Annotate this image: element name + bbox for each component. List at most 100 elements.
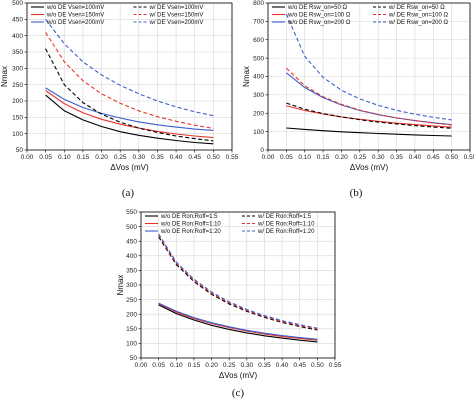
x-tick-label: 0.40 [276,362,289,369]
legend-entry: w/ DE Ron:Roff=1:20 [257,229,315,235]
x-tick-label: 0.45 [427,154,440,161]
series-line-3 [158,302,318,340]
chart-b: 0.00 0.05 0.10 0.15 0.20 0.25 0.30 0.35 0.40 0.45… [242,0,474,199]
x-tick-label: 0.40 [170,154,183,161]
legend-entry: w/o DE Ron:Roff=1:10 [160,222,221,228]
series-line-1 [158,304,318,343]
y-tick-label: 250 [12,82,23,89]
series-line-4 [286,102,452,129]
legend-entry: w/ DE Vsen=200mV [149,20,204,26]
y-tick-label: 300 [12,66,23,73]
legend-entry: w/o DE Rsw_on=200 Ω [287,20,351,26]
x-tick-label: 0.00 [135,362,148,369]
y-tick-label: 200 [253,110,264,117]
x-tick-label: 0.25 [223,362,236,369]
x-axis-label: ΔVos (mV) [219,371,258,380]
x-tick-label: 0.05 [39,154,52,161]
series-line-1 [286,127,452,137]
x-tick-label: 0.15 [188,362,201,369]
legend-entry: w/o DE Rsw_on=50 Ω [287,5,348,11]
series-line-2 [286,105,452,128]
x-tick-label: 0.30 [132,154,145,161]
x-tick-label: 0.35 [390,154,403,161]
legend-entry: w/ DE Rsw_on=200 Ω [388,20,449,26]
legend-entry: w/o DE Rsw_on=100 Ω [287,13,351,19]
x-tick-label: 0.10 [58,154,71,161]
legend-entry: w/ DE Rsw_on=100 Ω [388,13,449,19]
legend-entry: w/ DE Vsen=100mV [149,5,204,11]
y-tick-label: 150 [12,115,23,122]
series-line-6 [45,18,214,117]
chart-caption: (b) [350,187,363,199]
y-tick-label: 50 [130,355,138,362]
x-tick-label: 0.25 [353,154,366,161]
legend-entry: w/o DE Vsen=100mV [46,5,104,11]
y-tick-label: 300 [126,282,137,289]
chart-c: 0.00 0.05 0.10 0.15 0.20 0.25 0.30 0.35 0.40 0.45… [116,209,342,399]
x-tick-label: 0.45 [188,154,201,161]
x-tick-label: 0.20 [95,154,108,161]
x-tick-label: 0.05 [152,362,165,369]
chart-caption: (c) [232,387,245,399]
y-tick-label: 100 [253,129,264,136]
x-tick-label: 0.30 [372,154,385,161]
series-line-4 [158,236,318,331]
x-tick-label: 0.50 [311,362,324,369]
legend-entry: w/ DE Ron:Roff=1:5 [257,214,312,220]
x-tick-label: 0.35 [151,154,164,161]
x-tick-label: 0.55 [464,154,474,161]
y-tick-label: 550 [126,209,137,216]
series-line-2 [158,303,318,341]
series-line-5 [158,235,318,330]
x-tick-label: 0.05 [280,154,293,161]
y-axis-label: Nmax [242,66,251,87]
legend-entry: w/o DE Ron:Roff=1:5 [160,214,218,220]
chart-a: 0.00 0.05 0.10 0.15 0.20 0.25 0.30 0.35 0.40 0.45… [0,0,239,199]
x-tick-label: 0.20 [335,154,348,161]
legend-entry: w/o DE Vsen=150mV [46,13,104,19]
series-line-2 [45,90,214,139]
x-tick-label: 0.15 [317,154,330,161]
x-tick-label: 0.10 [170,362,183,369]
legend-entry: w/o DE Vsen=200mV [46,20,104,26]
y-tick-label: 350 [12,49,23,56]
chart-caption: (a) [122,187,135,199]
series-line-3 [45,87,214,131]
legend-entry: w/ DE Vsen=150mV [149,13,204,19]
y-axis-label: Nmax [116,275,125,296]
x-tick-label: 0.15 [77,154,90,161]
x-tick-label: 0.35 [258,362,271,369]
legend-entry: w/ DE Ron:Roff=1:10 [257,222,315,228]
series-line-5 [286,67,452,126]
series-line-3 [286,72,452,126]
x-tick-label: 0.50 [207,154,220,161]
y-tick-label: 150 [126,326,137,333]
y-tick-label: 700 [253,19,264,26]
series-line-6 [285,13,452,121]
y-tick-label: 100 [12,131,23,138]
y-tick-label: 400 [126,253,137,260]
x-tick-label: 0.30 [240,362,253,369]
y-axis-label: Nmax [0,66,9,87]
x-axis-label: ΔVos (mV) [350,163,389,172]
y-tick-label: 400 [12,33,23,40]
x-tick-label: 0.00 [21,154,34,161]
x-tick-label: 0.55 [329,362,342,369]
series-line-1 [45,94,214,145]
y-tick-label: 450 [12,17,23,24]
y-tick-label: 600 [253,37,264,44]
x-tick-label: 0.00 [262,154,275,161]
series-line-5 [45,32,214,129]
x-tick-label: 0.45 [293,362,306,369]
y-tick-label: 0 [260,147,264,154]
y-tick-label: 800 [253,0,264,7]
series-line-4 [45,48,214,142]
y-tick-label: 500 [126,224,137,231]
x-tick-label: 0.40 [409,154,422,161]
y-tick-label: 400 [253,74,264,81]
legend-entry: w/ DE Rsw_on=50 Ω [388,5,445,11]
x-tick-label: 0.20 [205,362,218,369]
legend-entry: w/o DE Ron:Roff=1:20 [160,229,221,235]
plot-frame [26,2,233,151]
